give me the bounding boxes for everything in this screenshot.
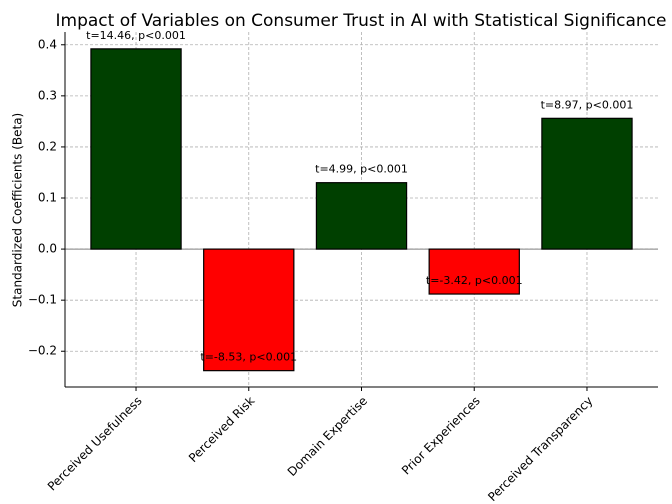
bar bbox=[541, 117, 633, 250]
annotation: t=8.97, p<0.001 bbox=[541, 98, 634, 111]
bar bbox=[315, 182, 408, 250]
x-tick-label: Prior Experiences bbox=[399, 394, 483, 478]
y-tick-label: −0.2 bbox=[28, 344, 57, 358]
x-tick-label: Perceived Risk bbox=[186, 394, 257, 465]
x-tick-label: Domain Expertise bbox=[285, 394, 370, 479]
bar bbox=[203, 248, 295, 372]
y-axis-label: Standardized Coefficients (Beta) bbox=[11, 113, 25, 307]
annotation: t=-8.53, p<0.001 bbox=[200, 351, 297, 364]
y-tick-label: −0.1 bbox=[28, 293, 57, 307]
annotation: t=4.99, p<0.001 bbox=[315, 163, 408, 176]
annotation: t=-3.42, p<0.001 bbox=[426, 274, 523, 287]
annotation: t=14.46, p<0.001 bbox=[86, 29, 186, 42]
y-tick-label: 0.0 bbox=[38, 242, 57, 256]
y-tick-label: 0.4 bbox=[38, 37, 57, 51]
bar bbox=[428, 248, 520, 295]
bar bbox=[90, 48, 182, 250]
x-tick-label: Perceived Usefulness bbox=[45, 394, 145, 494]
y-tick-label: 0.3 bbox=[38, 88, 57, 102]
x-tick-label: Perceived Transparency bbox=[485, 394, 595, 504]
y-tick-label: 0.2 bbox=[38, 139, 57, 153]
y-tick-label: 0.1 bbox=[38, 191, 57, 205]
chart-title: Impact of Variables on Consumer Trust in… bbox=[56, 11, 667, 31]
